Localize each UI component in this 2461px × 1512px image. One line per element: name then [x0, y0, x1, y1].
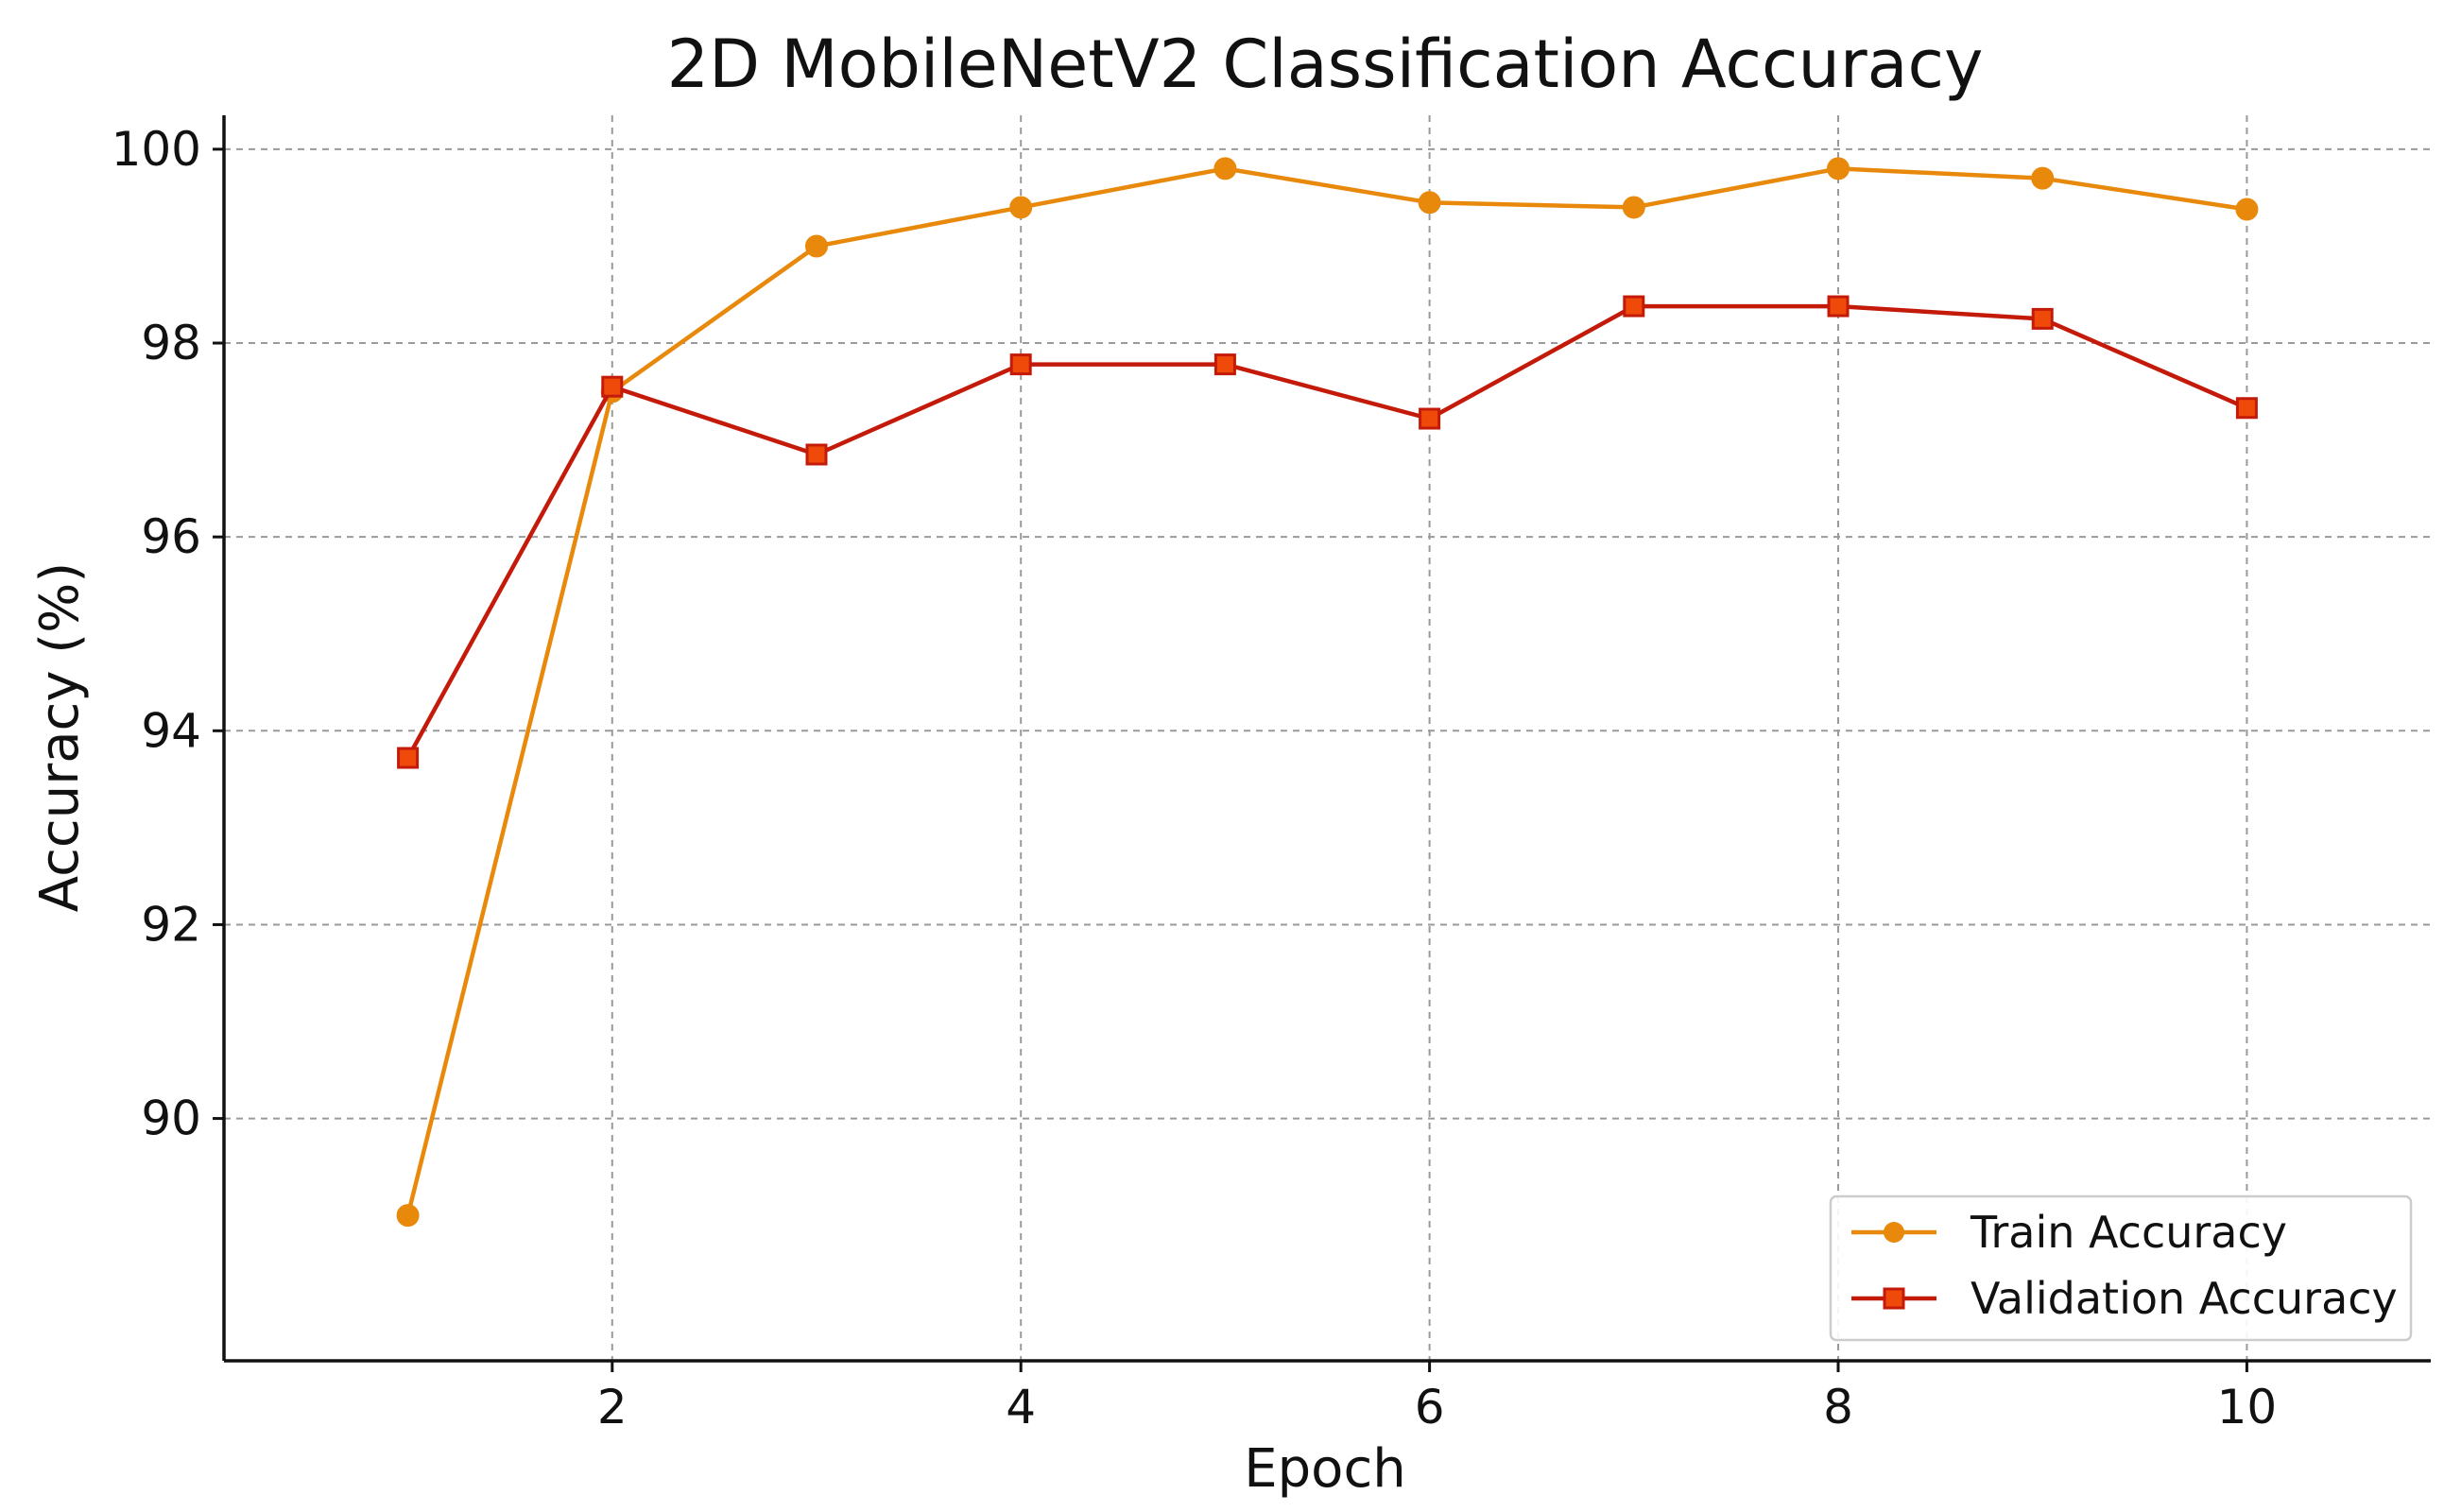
train-accuracy-point — [1213, 157, 1237, 180]
validation-accuracy-point — [601, 375, 624, 398]
y-tick-label: 94 — [141, 703, 201, 758]
y-tick-label: 100 — [112, 122, 201, 177]
x-tick-label: 6 — [1415, 1380, 1445, 1435]
validation-accuracy-point — [1827, 295, 1850, 318]
series-layer — [396, 157, 2259, 1228]
train-accuracy-point — [804, 234, 828, 258]
legend-label: Validation Accuracy — [1971, 1273, 2398, 1324]
train-accuracy-point — [2031, 166, 2055, 190]
legend-marker-square — [1883, 1287, 1905, 1310]
train-accuracy-point — [396, 1204, 420, 1228]
train-accuracy-point — [1418, 191, 1441, 215]
validation-accuracy-point — [2031, 307, 2054, 330]
x-tick-label: 4 — [1006, 1380, 1036, 1435]
validation-accuracy-point — [1419, 407, 1441, 430]
validation-accuracy-point — [805, 443, 828, 466]
train-accuracy-point — [1827, 157, 1850, 180]
x-tick-label: 8 — [1823, 1380, 1853, 1435]
axes-layer: 2 4 6 8 10 90 92 94 96 98 100 — [112, 115, 2431, 1435]
legend: Train Accuracy Validation Accuracy — [1829, 1194, 2413, 1342]
train-accuracy-point — [1622, 196, 1645, 219]
legend-box — [1829, 1194, 2413, 1342]
validation-accuracy-point — [1009, 353, 1032, 376]
train-accuracy-point — [1009, 196, 1033, 219]
validation-accuracy-point — [397, 747, 420, 769]
validation-accuracy-point — [1623, 295, 1645, 318]
train-accuracy-point — [2235, 198, 2259, 221]
y-axis-label: Accuracy (%) — [29, 562, 91, 912]
validation-accuracy-point — [1213, 353, 1236, 376]
y-tick-label: 92 — [141, 897, 201, 952]
chart-title: 2D MobileNetV2 Classification Accuracy — [667, 26, 1984, 103]
validation-accuracy-point — [2235, 397, 2258, 420]
series-line-train — [405, 166, 2247, 1216]
legend-marker-circle — [1884, 1222, 1904, 1243]
legend-label: Train Accuracy — [1970, 1207, 2287, 1258]
grid-layer — [224, 115, 2431, 1361]
x-tick-label: 2 — [597, 1380, 628, 1435]
series-line-validation — [405, 303, 2248, 760]
y-tick-label: 96 — [141, 509, 201, 564]
x-tick-label: 10 — [2217, 1380, 2278, 1435]
y-tick-label: 90 — [141, 1091, 201, 1146]
x-axis-label: Epoch — [1244, 1438, 1405, 1500]
y-tick-label: 98 — [141, 316, 201, 370]
